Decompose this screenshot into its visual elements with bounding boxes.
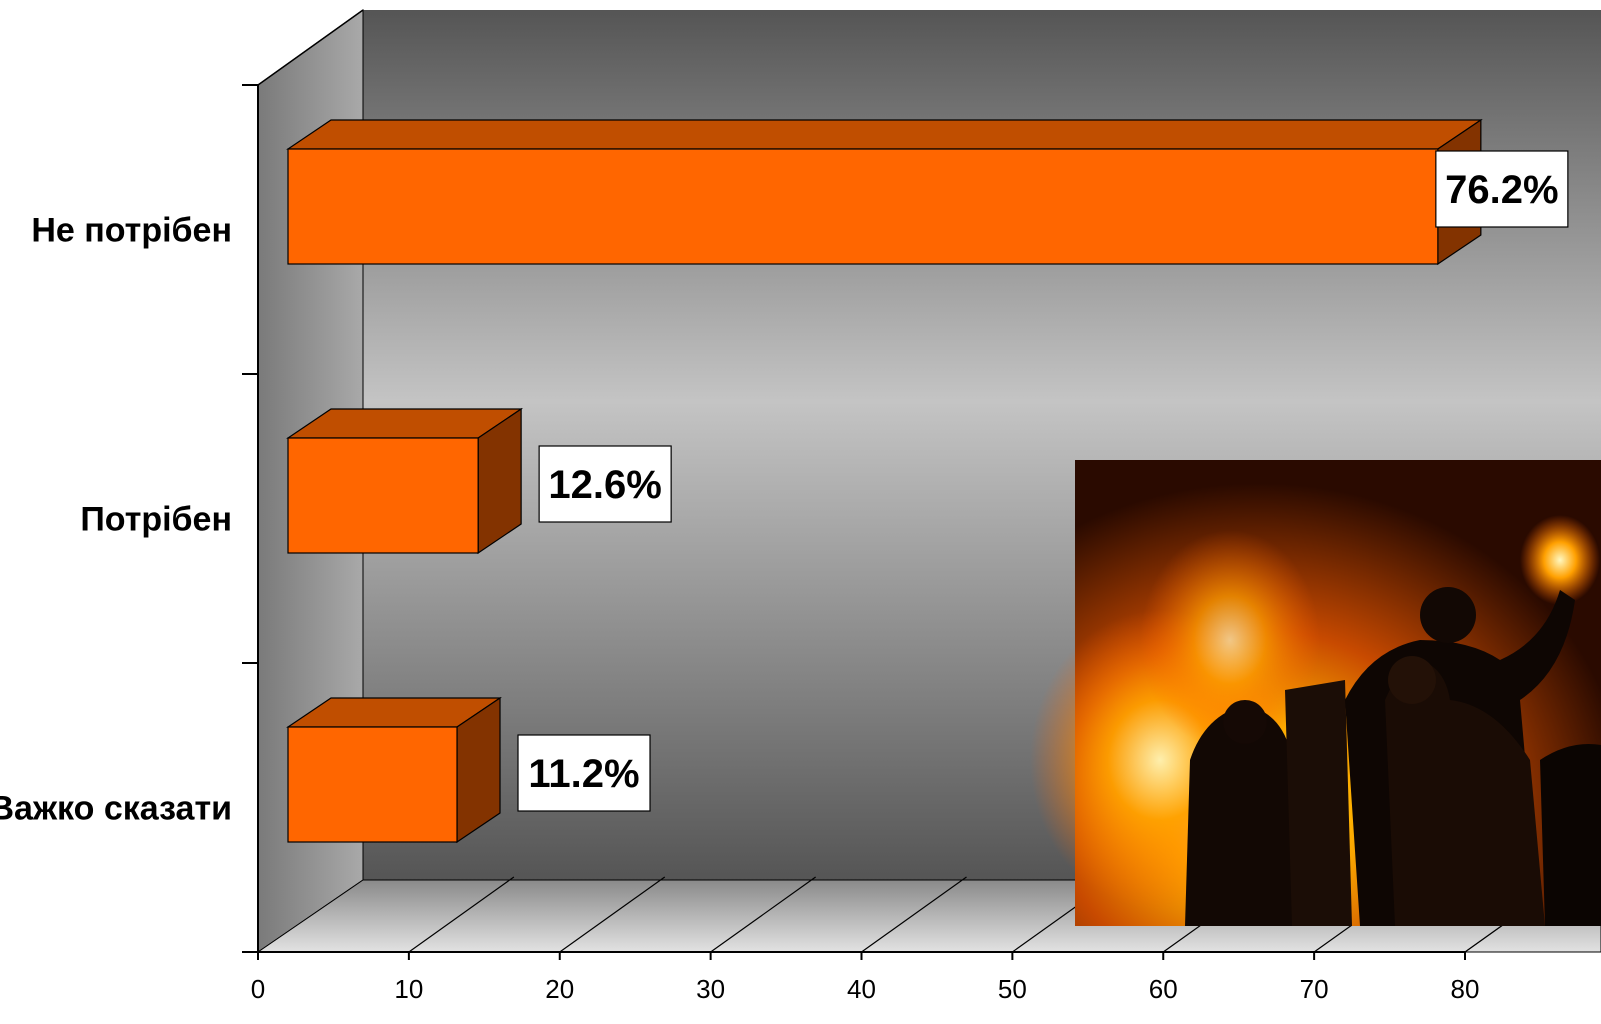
bar-top-face — [286, 119, 1483, 150]
x-tick-label: 40 — [847, 974, 876, 1004]
floor-gridline — [408, 876, 515, 953]
silhouette-shield — [1285, 680, 1352, 926]
x-tick-label: 80 — [1451, 974, 1480, 1004]
data-label-box — [517, 734, 651, 812]
category-label: Важко сказати — [0, 790, 232, 828]
y-axis-ticks — [242, 84, 258, 953]
x-axis-ticks: 0 10 20 30 40 50 60 70 80 — [251, 952, 1480, 1004]
x-tick-label: 20 — [545, 974, 574, 1004]
x-tick-label: 60 — [1149, 974, 1178, 1004]
silhouette-figure-3 — [1385, 660, 1545, 926]
bar — [287, 726, 458, 843]
bar-group: Не потрібен 76.2% — [31, 118, 1569, 266]
photo-inset — [1030, 460, 1601, 926]
floor-gridline — [861, 876, 967, 953]
data-label: 11.2% — [528, 752, 639, 796]
bar-group: Важко сказати 11.2% — [0, 696, 651, 844]
data-label-box — [1435, 150, 1569, 228]
data-label: 12.6% — [548, 463, 661, 507]
bar — [287, 437, 479, 554]
x-tick-label: 70 — [1300, 974, 1329, 1004]
x-tick-label: 30 — [696, 974, 725, 1004]
x-tick-label: 10 — [394, 974, 423, 1004]
bars: Не потрібен 76.2% Потрібен 12.6% Важко сказа… — [0, 118, 1569, 844]
silhouette-figure-4 — [1540, 744, 1601, 926]
floor-gridline — [710, 876, 816, 953]
x-tick-label: 50 — [998, 974, 1027, 1004]
bar-group: Потрібен 12.6% — [80, 407, 672, 555]
category-label: Потрібен — [80, 501, 232, 539]
bar — [287, 148, 1439, 265]
category-label: Не потрібен — [31, 212, 232, 250]
data-label-box — [538, 445, 672, 523]
floor-gridline — [559, 876, 666, 953]
side-wall-top-edge — [257, 9, 364, 86]
silhouette-figure-1 — [1185, 705, 1300, 926]
data-label: 76.2% — [1445, 168, 1558, 212]
x-tick-label: 0 — [251, 974, 265, 1004]
